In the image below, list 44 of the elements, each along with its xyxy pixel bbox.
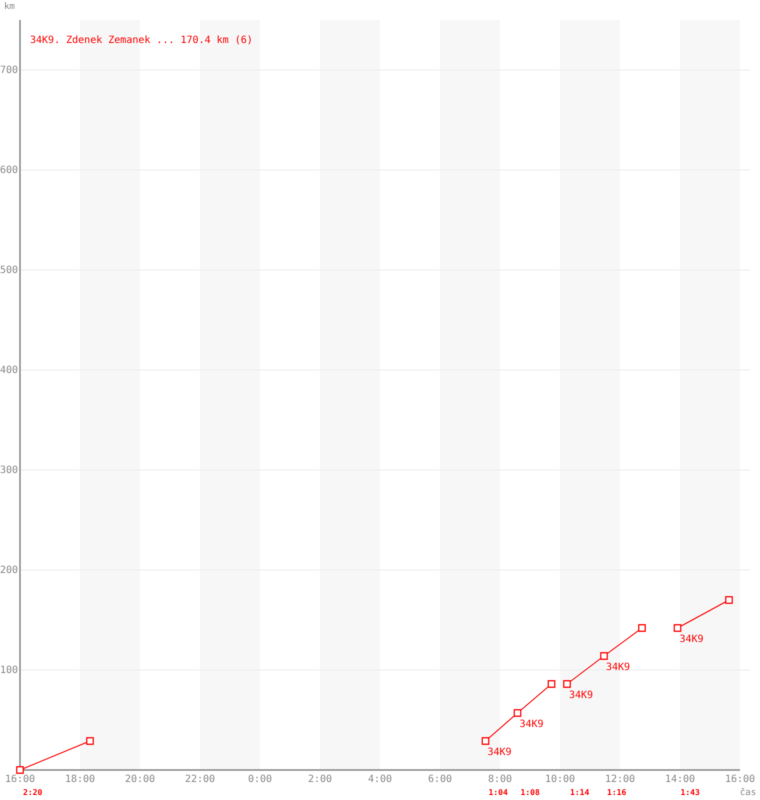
point (16, 766, 24, 774)
annotation: 34K9 (606, 662, 630, 673)
x-tick-label: 10:00 (544, 774, 576, 786)
x-tick-label: 14:00 (664, 774, 696, 786)
point (86, 737, 94, 745)
x-tick-label: 16:00 (4, 774, 36, 786)
point (638, 624, 646, 632)
x-tick-label: 18:00 (64, 774, 96, 786)
y-tick-label: 100 (0, 665, 18, 676)
point (482, 737, 490, 745)
point (600, 652, 608, 660)
text: 1:08 (520, 788, 540, 797)
x-tick-label: 16:00 (724, 774, 756, 786)
x-tick-label: 4:00 (368, 774, 392, 786)
y-tick-label: 300 (0, 465, 18, 476)
text: 1:14 (570, 788, 590, 797)
text: 1:43 (680, 788, 700, 797)
text: 1:04 (488, 788, 508, 797)
point (674, 624, 682, 632)
x-tick-label: 0:00 (248, 774, 272, 786)
x-tick-label: 2:00 (308, 774, 332, 786)
x-tick-label: 22:00 (184, 774, 216, 786)
x-tick-label: 8:00 (488, 774, 512, 786)
point (514, 709, 522, 717)
x-tick-label: 20:00 (124, 774, 156, 786)
annotation: 34K9 (520, 719, 544, 730)
x-tick-label: 6:00 (428, 774, 452, 786)
point (725, 596, 733, 604)
y-tick-label: 600 (0, 165, 18, 176)
point (548, 680, 556, 688)
annotation: 34K9 (680, 634, 704, 645)
annotation: 34K9 (488, 747, 512, 758)
y-tick-label: 200 (0, 565, 18, 576)
y-tick-label: 700 (0, 65, 18, 76)
point (563, 680, 571, 688)
y-axis-title: km (4, 2, 15, 12)
text: 1:16 (607, 788, 626, 797)
x-axis-title: čas (740, 787, 756, 798)
y-tick-label: 400 (0, 365, 18, 376)
text: 34K9. Zdenek Zemanek ... 170.4 km (6) (30, 35, 253, 46)
y-tick-label: 500 (0, 265, 18, 276)
annotation: 34K9 (569, 690, 594, 701)
text: 2:20 (23, 788, 42, 797)
x-tick-label: 12:00 (604, 774, 636, 786)
